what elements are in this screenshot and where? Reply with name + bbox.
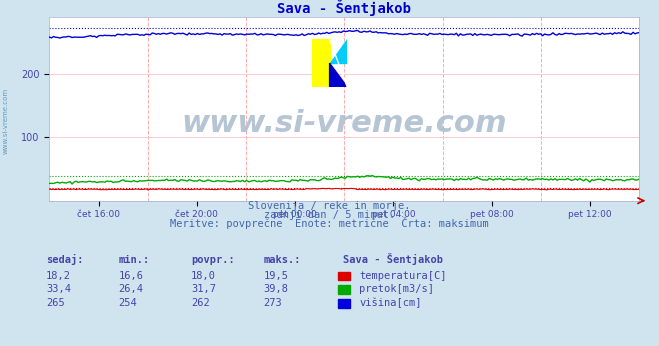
Text: Slovenija / reke in morje.: Slovenija / reke in morje. [248,201,411,211]
Text: 18,2: 18,2 [46,271,71,281]
Text: sedaj:: sedaj: [46,254,84,265]
Text: 19,5: 19,5 [264,271,289,281]
Polygon shape [330,63,347,87]
Text: pretok[m3/s]: pretok[m3/s] [359,284,434,294]
Text: 26,4: 26,4 [119,284,144,294]
Text: 265: 265 [46,298,65,308]
Text: min.:: min.: [119,255,150,265]
Text: 18,0: 18,0 [191,271,216,281]
Text: 273: 273 [264,298,282,308]
Text: maks.:: maks.: [264,255,301,265]
Polygon shape [330,39,347,63]
Text: www.si-vreme.com: www.si-vreme.com [181,109,507,138]
Title: Sava - Šentjakob: Sava - Šentjakob [277,0,411,16]
Text: Sava - Šentjakob: Sava - Šentjakob [343,253,443,265]
Text: povpr.:: povpr.: [191,255,235,265]
Text: zadnji dan / 5 minut.: zadnji dan / 5 minut. [264,210,395,220]
Text: višina[cm]: višina[cm] [359,298,422,308]
Text: www.si-vreme.com: www.si-vreme.com [2,88,9,154]
Text: Meritve: povprečne  Enote: metrične  Črta: maksimum: Meritve: povprečne Enote: metrične Črta:… [170,217,489,229]
Text: temperatura[C]: temperatura[C] [359,271,447,281]
Text: 31,7: 31,7 [191,284,216,294]
Text: 262: 262 [191,298,210,308]
Text: 254: 254 [119,298,137,308]
Text: 33,4: 33,4 [46,284,71,294]
Bar [312,39,330,87]
Text: 16,6: 16,6 [119,271,144,281]
Text: 39,8: 39,8 [264,284,289,294]
